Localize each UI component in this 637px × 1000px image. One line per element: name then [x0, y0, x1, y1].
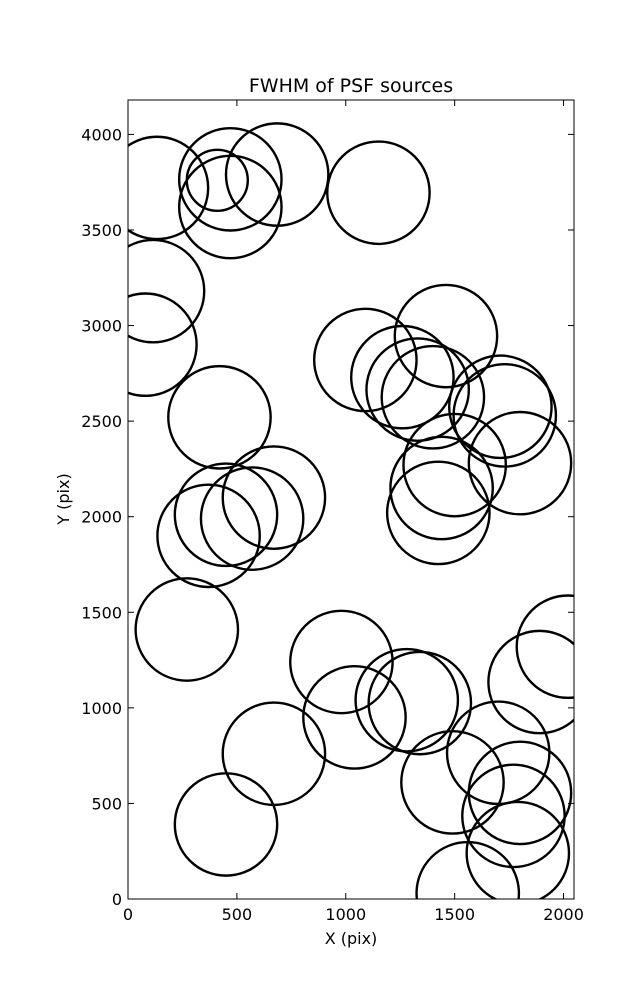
y-tick-label-0: 0	[112, 890, 122, 909]
x-tick-label-500: 500	[222, 905, 253, 924]
plot-frame	[127, 99, 575, 900]
x-tick-label-0: 0	[123, 905, 133, 924]
source-circle-23	[156, 483, 261, 589]
source-circle-22	[199, 466, 305, 571]
x-tick-label-1500: 1500	[434, 905, 475, 924]
x-tick-label-1000: 1000	[325, 905, 366, 924]
y-axis-label: Y (pix)	[54, 473, 73, 525]
source-circle-26	[487, 629, 574, 735]
y-axis: 0 500 1000 1500 2000 2500 3000 3500 4000	[81, 125, 574, 909]
source-circle-37	[465, 800, 571, 899]
x-axis-label: X (pix)	[325, 929, 378, 948]
source-circle-30	[302, 665, 407, 770]
source-circle-16	[467, 410, 573, 516]
source-circle-31	[221, 701, 327, 807]
source-circle-19	[385, 460, 491, 566]
chart-title: FWHM of PSF sources	[249, 75, 453, 97]
source-circle-27	[289, 609, 394, 715]
y-tick-label-4000: 4000	[81, 125, 122, 144]
y-tick-label-3500: 3500	[81, 221, 122, 240]
source-circle-32	[445, 700, 551, 806]
source-circle-0	[128, 135, 210, 241]
x-axis: 0 500 1000 1500 2000	[123, 100, 584, 924]
y-tick-label-3000: 3000	[81, 317, 122, 336]
source-circle-21	[173, 462, 279, 568]
source-circle-8	[393, 283, 499, 389]
source-circle-1	[177, 126, 283, 232]
source-circle-14	[448, 354, 553, 460]
source-circle-28	[354, 647, 460, 753]
source-circle-15	[452, 363, 558, 468]
source-circle-24	[134, 577, 240, 682]
source-circle-29	[367, 650, 473, 756]
y-tick-label-500: 500	[91, 794, 122, 813]
source-circle-34	[467, 740, 573, 846]
source-circle-13	[167, 364, 272, 470]
x-tick-label-2000: 2000	[543, 905, 584, 924]
source-circle-12	[380, 344, 486, 450]
source-circle-2	[224, 122, 330, 227]
source-circle-11	[365, 337, 471, 442]
y-tick-label-2000: 2000	[81, 508, 122, 527]
y-tick-label-2500: 2500	[81, 412, 122, 431]
source-circle-18	[389, 435, 494, 541]
source-circles	[128, 122, 574, 899]
y-tick-label-1000: 1000	[81, 699, 122, 718]
highlighted-source-circle	[185, 148, 249, 212]
source-circle-25	[515, 594, 574, 700]
source-circle-4	[326, 140, 431, 246]
source-circle-7	[128, 292, 198, 398]
source-circle-9	[312, 307, 418, 413]
y-tick-label-1500: 1500	[81, 603, 122, 622]
source-circle-20	[221, 445, 327, 550]
